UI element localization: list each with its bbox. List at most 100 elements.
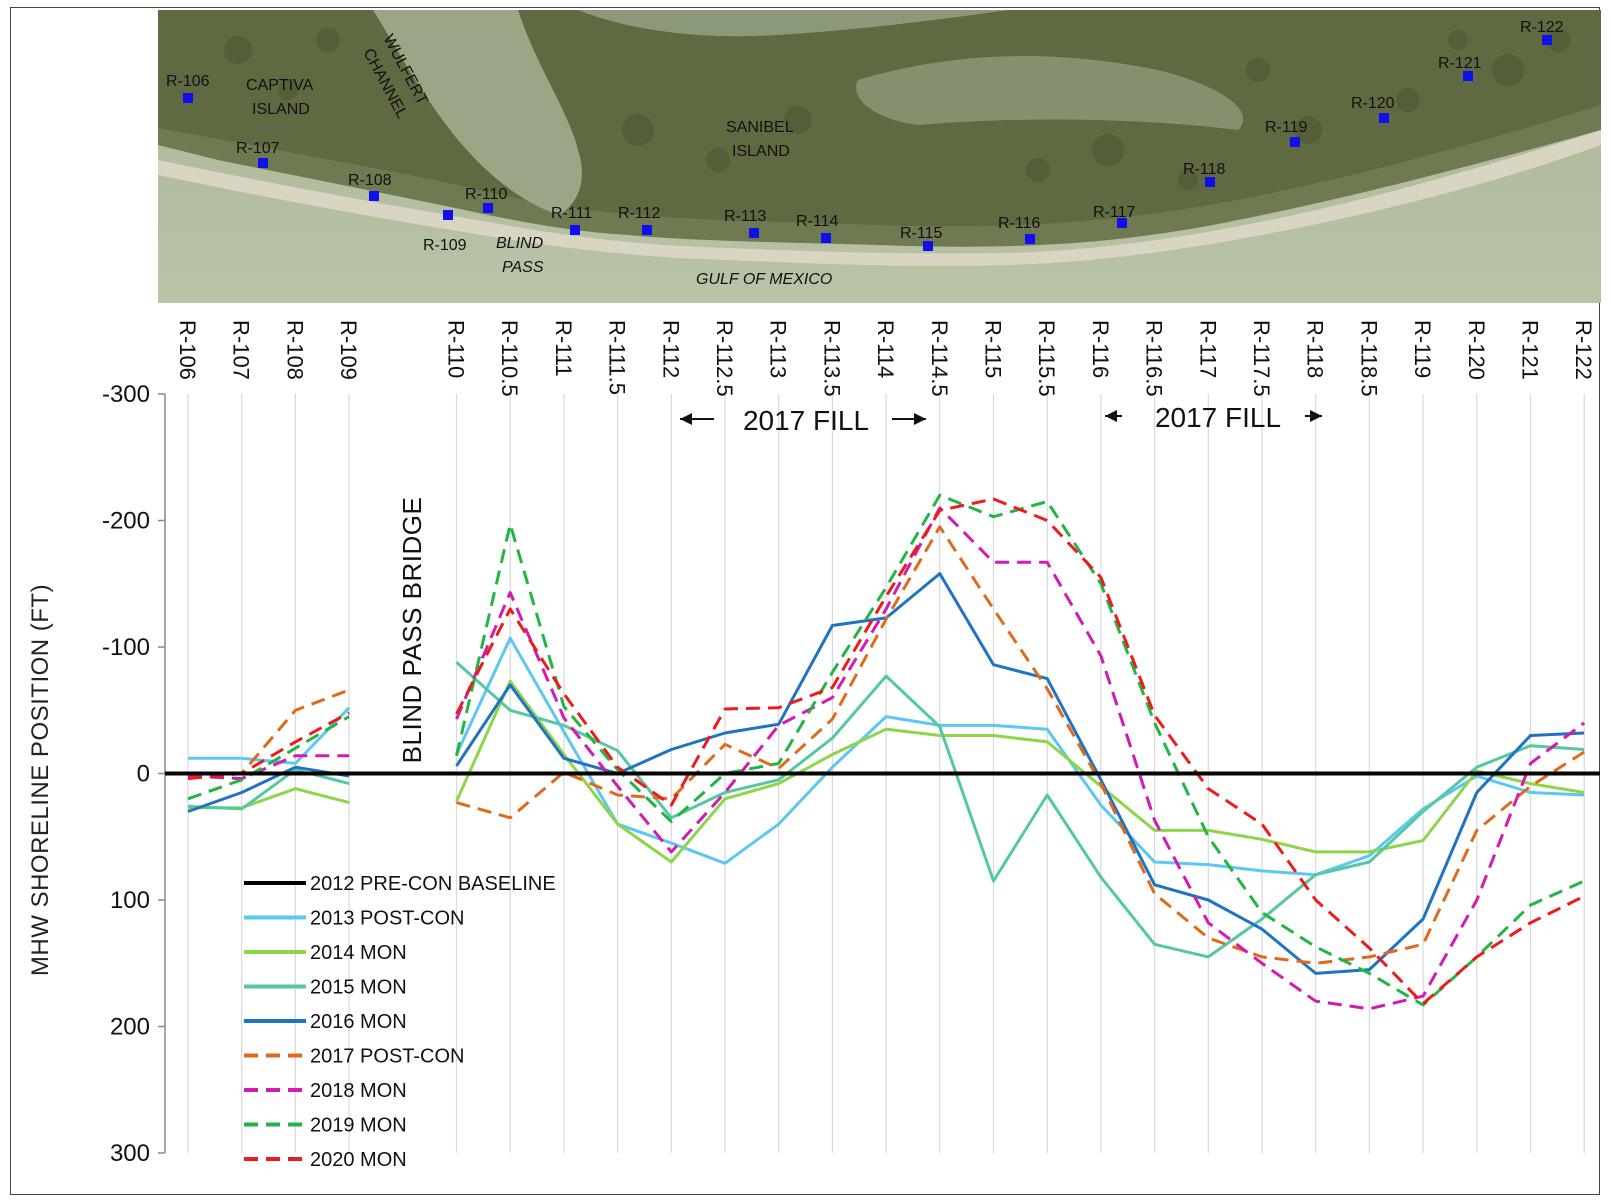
y-tick-labels: -300 -200 -100 0 100 200 300: [102, 381, 165, 1167]
map-place-label: CAPTIVA: [246, 77, 314, 94]
y-tick-label: 300: [110, 1140, 150, 1167]
monument-label: R-122: [1520, 19, 1564, 36]
series-line: [455, 636, 1585, 877]
monument-marker: [1205, 177, 1215, 187]
monument-label: R-110: [465, 186, 507, 203]
x-tick-label: R-113.5: [819, 320, 844, 397]
fill-arrow-head: [1105, 410, 1117, 422]
series-line: [455, 506, 1586, 1011]
monument-marker: [369, 191, 379, 201]
legend-label: 2018 MON: [310, 1080, 407, 1102]
y-axis-title: MHW SHORELINE POSITION (FT): [27, 584, 54, 976]
legend-label: 2013 POST-CON: [310, 908, 465, 930]
legend-label: 2012 PRE-CON BASELINE: [310, 873, 556, 895]
map-place-label: PASS: [502, 259, 544, 276]
y-tick-label: 0: [137, 761, 150, 788]
monument-label: R-118: [1183, 161, 1225, 178]
monument-marker: [1025, 234, 1035, 244]
x-tick-label: R-112: [658, 320, 683, 378]
series-line: [187, 711, 350, 781]
map-place-label: ISLAND: [732, 143, 790, 160]
monument-label: R-120: [1351, 95, 1395, 112]
monument-label: R-111: [551, 205, 592, 222]
fill-label-right: 2017 FILL: [1155, 402, 1281, 433]
series-line: [188, 706, 351, 765]
monument-marker: [483, 203, 493, 213]
fill-arrow-head: [680, 413, 692, 425]
x-tick-label: R-112.5: [712, 320, 737, 397]
x-tick-label: R-115: [981, 320, 1006, 378]
map-place-label: SANIBEL: [726, 119, 794, 136]
monument-label: R-112: [618, 205, 660, 222]
x-tick-labels: R-106 R-107 R-108 R-109 R-110 R-110.5 R-111 R-1…: [175, 320, 1596, 397]
monument-label: R-117: [1093, 204, 1135, 221]
monument-marker: [1290, 137, 1300, 147]
bridge-label: BLIND PASS BRIDGE: [397, 497, 427, 764]
monument-label: R-113: [724, 208, 766, 225]
x-tick-label: R-109: [336, 320, 361, 380]
monument-marker: [749, 228, 759, 238]
legend: 2012 PRE-CON BASELINE 2013 POST-CON 2014 M…: [244, 873, 556, 1171]
y-tick-label: -300: [102, 381, 150, 408]
legend-label: 2016 MON: [310, 1011, 407, 1033]
fill-label-left: 2017 FILL: [743, 405, 869, 436]
legend-label: 2015 MON: [310, 977, 407, 999]
aerial-photo: R-106 R-107 R-108 R-109 R-110 R-111 R-112 R-113…: [158, 10, 1601, 303]
map-place-label: GULF OF MEXICO: [696, 271, 832, 288]
x-tick-label: R-107: [229, 320, 254, 380]
monument-marker: [1542, 35, 1552, 45]
monument-marker: [183, 93, 193, 103]
monument-label: R-106: [166, 73, 210, 90]
series-line: [187, 768, 350, 811]
x-tick-label: R-110.5: [497, 320, 522, 397]
monument-marker: [1463, 71, 1473, 81]
legend-label: 2014 MON: [310, 942, 407, 964]
monument-marker: [1379, 113, 1389, 123]
legend-label: 2017 POST-CON: [310, 1046, 465, 1068]
x-tick-label: R-121: [1518, 320, 1543, 380]
monument-label: R-116: [998, 215, 1040, 232]
x-tick-label: R-115.5: [1034, 320, 1059, 397]
legend-label: 2020 MON: [310, 1149, 407, 1171]
y-tick-label: 100: [110, 887, 150, 914]
x-tick-label: R-118: [1303, 320, 1328, 378]
monument-label: R-109: [423, 237, 467, 254]
annotations: 2017 FILL 2017 FILL BLIND PASS BRIDGE: [397, 402, 1281, 763]
monument-label: R-121: [1438, 55, 1482, 72]
x-tick-label: R-114: [873, 320, 898, 378]
x-tick-label: R-108: [282, 320, 307, 380]
series-line: [187, 715, 350, 801]
map-place-label: BLIND: [496, 235, 544, 252]
x-tick-label: R-117.5: [1249, 320, 1274, 397]
x-tick-label: R-120: [1464, 320, 1489, 380]
monument-label: R-115: [900, 225, 942, 242]
x-tick-label: R-117: [1195, 320, 1220, 378]
fill-arrow-head: [914, 413, 926, 425]
monument-marker: [258, 158, 268, 168]
series-lines: [165, 493, 1600, 1011]
x-tick-label: R-119: [1410, 320, 1435, 378]
x-tick-label: R-111: [551, 320, 576, 377]
monument-label: R-114: [796, 213, 838, 230]
y-tick-label: -100: [102, 634, 150, 661]
fill-arrows: [680, 410, 1322, 425]
series-line: [455, 679, 1585, 864]
x-tick-label: R-122: [1571, 320, 1596, 380]
monument-marker: [642, 225, 652, 235]
series-line: [455, 572, 1585, 975]
monument-label: R-119: [1265, 119, 1307, 136]
x-tick-label: R-111.5: [605, 320, 630, 395]
y-tick-label: -200: [102, 508, 150, 535]
x-tick-label: R-113: [766, 320, 791, 378]
fill-arrow-head: [1310, 410, 1322, 422]
map-place-label: ISLAND: [252, 101, 310, 118]
x-tick-label: R-106: [175, 320, 200, 380]
x-tick-label: R-110: [444, 320, 469, 378]
monument-label: R-107: [236, 140, 280, 157]
aerial-map: R-106 R-107 R-108 R-109 R-110 R-111 R-112 R-113…: [158, 10, 1601, 303]
series-line: [455, 661, 1585, 959]
x-tick-label: R-114.5: [927, 320, 952, 397]
x-tick-label: R-118.5: [1356, 320, 1381, 397]
series-line: [456, 525, 1586, 965]
